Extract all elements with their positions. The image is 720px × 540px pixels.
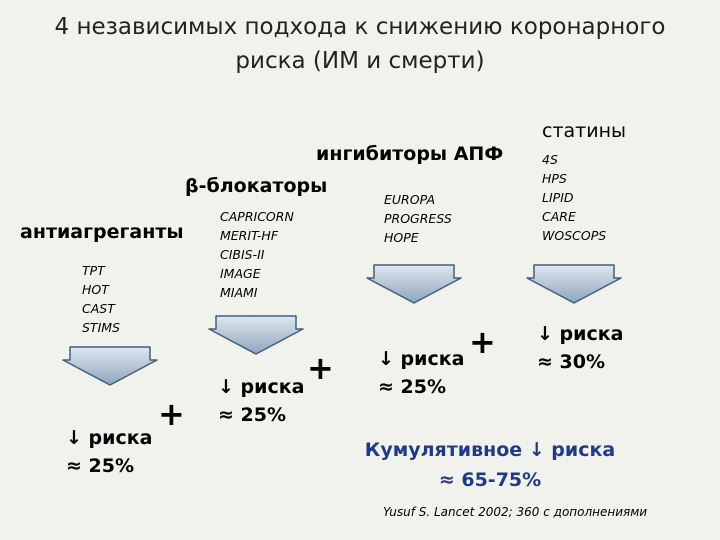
antiplatelets-down-arrow-icon (62, 346, 158, 386)
ace-inhibitors-result: ↓ риска ≈ 25% (378, 345, 464, 401)
statins-title: статины (542, 120, 626, 142)
slide-title-line-1: 4 независимых подхода к снижению коронар… (54, 14, 666, 40)
beta-blockers-trial-list: CAPRICORN MERIT-HF CIBIS-II IMAGE MIAMI (220, 207, 294, 302)
statins-trial-list: 4S HPS LIPID CARE WOSCOPS (542, 150, 606, 245)
trial-name: IMAGE (220, 266, 261, 281)
citation: Yusuf S. Lancet 2002; 360 с дополнениями (383, 505, 648, 519)
trial-name: MIAMI (220, 285, 258, 300)
plus-sign: + (469, 323, 496, 361)
plus-sign: + (158, 395, 185, 433)
ace-inhibitors-down-arrow-icon (366, 264, 462, 304)
ace-inhibitors-title: ингибиторы АПФ (316, 143, 504, 165)
trial-name: STIMS (82, 320, 120, 335)
trial-name: EUROPA (384, 192, 436, 207)
trial-name: HOPE (384, 230, 419, 245)
trial-name: WOSCOPS (542, 228, 607, 243)
risk-reduction-label: ↓ риска (378, 348, 465, 370)
risk-reduction-label: ↓ риска (537, 323, 624, 345)
trial-name: MERIT-HF (220, 228, 279, 243)
trial-name: TPT (82, 263, 105, 278)
antiplatelets-trial-list: TPT HOT CAST STIMS (82, 261, 120, 337)
antiplatelets-title: антиагреганты (20, 221, 184, 243)
risk-reduction-value: ≈ 25% (378, 376, 447, 398)
risk-reduction-label: ↓ риска (218, 376, 305, 398)
risk-reduction-label: ↓ риска (66, 427, 153, 449)
antiplatelets-result: ↓ риска ≈ 25% (66, 424, 152, 480)
slide-title-line-2: риска (ИМ и смерти) (235, 48, 485, 74)
cumulative-label: Кумулятивное ↓ риска (364, 439, 616, 461)
risk-reduction-value: ≈ 25% (218, 404, 287, 426)
beta-blockers-title: β-блокаторы (185, 175, 328, 197)
trial-name: CAPRICORN (220, 209, 294, 224)
statins-down-arrow-icon (526, 264, 622, 304)
trial-name: CIBIS-II (220, 247, 265, 262)
plus-sign: + (307, 349, 334, 387)
beta-blockers-down-arrow-icon (208, 315, 304, 355)
trial-name: PROGRESS (384, 211, 452, 226)
risk-reduction-value: ≈ 30% (537, 351, 606, 373)
trial-name: LIPID (542, 190, 574, 205)
slide-title: 4 независимых подхода к снижению коронар… (0, 10, 720, 78)
beta-blockers-result: ↓ риска ≈ 25% (218, 373, 304, 429)
statins-result: ↓ риска ≈ 30% (537, 320, 623, 376)
ace-inhibitors-trial-list: EUROPA PROGRESS HOPE (384, 190, 452, 247)
trial-name: 4S (542, 152, 558, 167)
trial-name: CAST (82, 301, 115, 316)
trial-name: HOT (82, 282, 109, 297)
cumulative-value: ≈ 65-75% (438, 469, 542, 491)
cumulative-result: Кумулятивное ↓ риска ≈ 65-75% (340, 435, 640, 495)
trial-name: HPS (542, 171, 567, 186)
risk-reduction-value: ≈ 25% (66, 455, 135, 477)
trial-name: CARE (542, 209, 576, 224)
